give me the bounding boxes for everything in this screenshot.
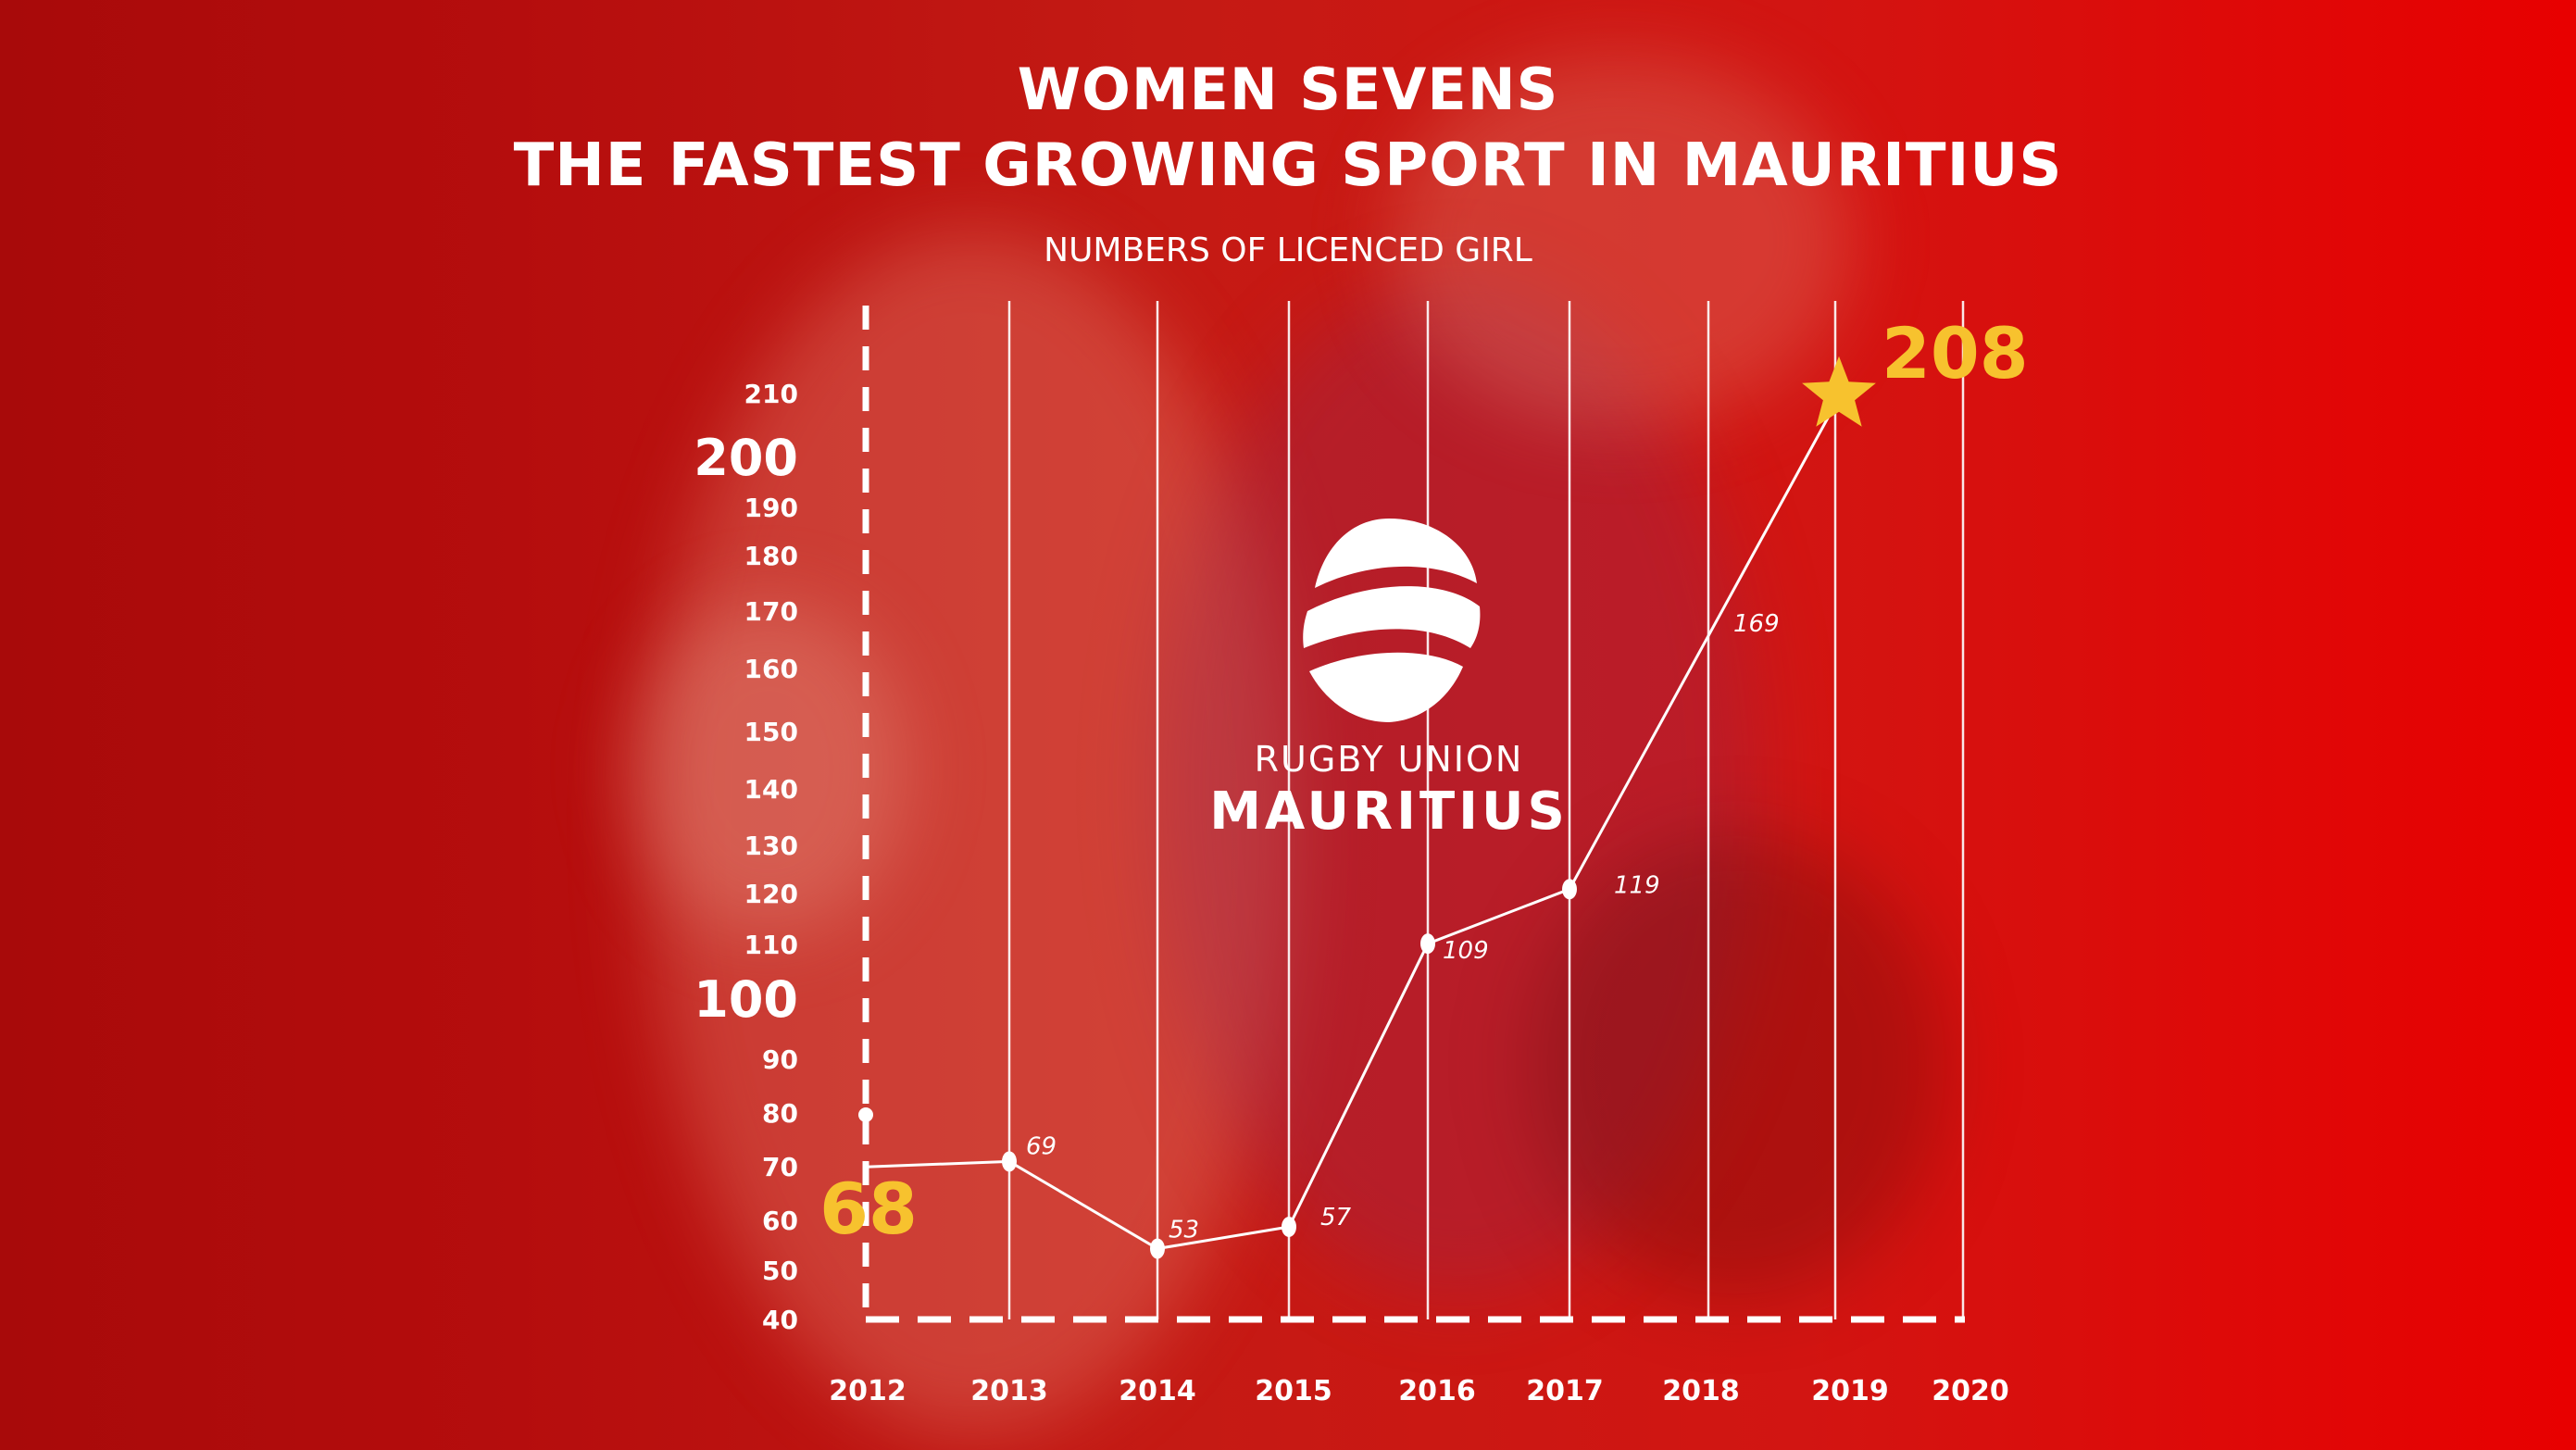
data-label-last: 208 (1882, 312, 2029, 394)
y-tick-label: 50 (762, 1256, 798, 1286)
axis-marker (858, 1107, 873, 1122)
data-label: 69 (1026, 1132, 1057, 1160)
data-point (1420, 933, 1435, 955)
data-label: 119 (1614, 871, 1660, 899)
chart-title: WOMEN SEVENS (1017, 56, 1559, 123)
background-photo-shape (630, 602, 907, 935)
y-tick-label: 60 (762, 1206, 798, 1236)
chart-title-line-2: THE FASTEST GROWING SPORT IN MAURITIUS (513, 131, 2063, 200)
x-tick-label: 2016 (1398, 1375, 1476, 1407)
y-tick-label: 200 (694, 429, 798, 487)
x-tick-label: 2014 (1119, 1375, 1196, 1407)
y-tick-label: 70 (762, 1152, 798, 1182)
background-photo-shape (648, 231, 1296, 1435)
series-line (865, 404, 1837, 1251)
data-point (1562, 879, 1577, 900)
rugby-union-mauritius-logo: RUGBY UNION MAURITIUS (1194, 509, 1583, 843)
x-tick-label: 2019 (1811, 1375, 1889, 1407)
background-photo-shape (1157, 278, 1759, 1296)
data-point (1150, 1238, 1165, 1259)
y-tick-label: 150 (744, 717, 798, 747)
y-tick-label: 140 (744, 774, 798, 805)
y-tick-label: 40 (762, 1305, 798, 1335)
y-tick-label: 100 (694, 970, 798, 1029)
y-tick-label: 180 (744, 541, 798, 571)
star-icon (1802, 356, 1876, 427)
y-tick-label: 110 (744, 930, 798, 960)
background-photo-shape (1528, 833, 1945, 1296)
background-photo-shape (1389, 56, 1852, 426)
x-tick-label: 2020 (1932, 1375, 2009, 1407)
data-point (1002, 1151, 1017, 1172)
logo-text-rugby-union: RUGBY UNION (1254, 739, 1524, 780)
x-tick-label: 2015 (1255, 1375, 1332, 1407)
data-label: 53 (1169, 1217, 1199, 1244)
y-tick-label: 90 (762, 1044, 798, 1075)
y-tick-label: 120 (744, 879, 798, 909)
data-label-first: 68 (819, 1168, 918, 1250)
y-tick-label: 80 (762, 1098, 798, 1129)
data-point (1282, 1217, 1296, 1237)
x-tick-label: 2018 (1662, 1375, 1740, 1407)
x-tick-label: 2017 (1526, 1375, 1604, 1407)
y-tick-label: 160 (744, 654, 798, 684)
logo-mark-icon (1303, 519, 1481, 722)
x-tick-label: 2012 (829, 1375, 907, 1407)
chart-subtitle: NUMBERS OF LICENCED GIRL (1044, 231, 1532, 269)
y-tick-label: 130 (744, 831, 798, 861)
annotation-label: 169 (1733, 610, 1780, 638)
data-label: 57 (1320, 1204, 1352, 1231)
y-tick-label: 170 (744, 596, 798, 627)
x-tick-label: 2013 (970, 1375, 1048, 1407)
y-tick-label: 210 (744, 379, 798, 409)
y-tick-label: 190 (744, 493, 798, 523)
logo-text-mauritius: MAURITIUS (1209, 781, 1569, 842)
data-label: 109 (1443, 937, 1489, 965)
